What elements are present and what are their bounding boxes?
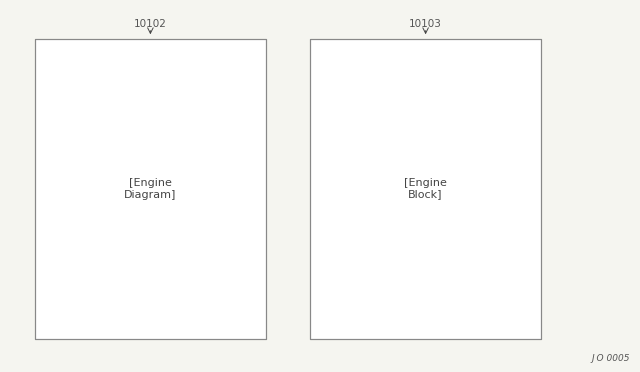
Bar — [310, 39, 541, 339]
Text: 10103: 10103 — [409, 19, 442, 29]
Text: 10102: 10102 — [134, 19, 167, 29]
Bar — [35, 39, 266, 339]
Bar — [35, 39, 266, 339]
Text: [Engine
Block]: [Engine Block] — [404, 178, 447, 200]
Text: [Engine
Diagram]: [Engine Diagram] — [124, 178, 177, 200]
Bar — [310, 39, 541, 339]
Text: J O 0005: J O 0005 — [592, 354, 630, 363]
